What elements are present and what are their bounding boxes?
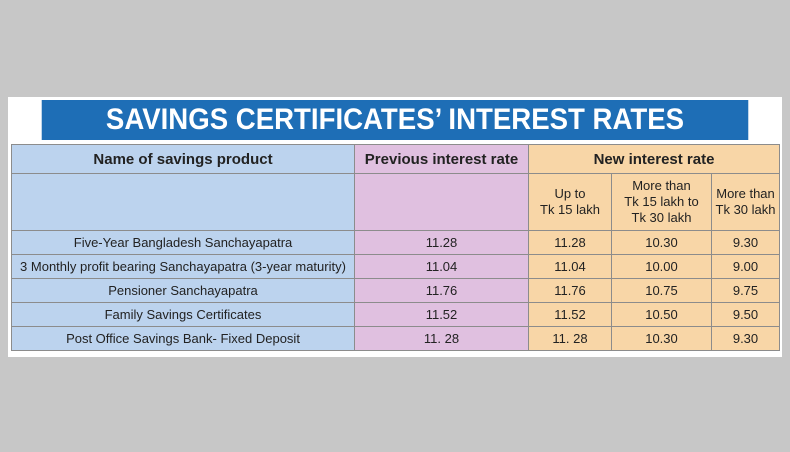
row-up-to-15: 11. 28	[528, 326, 612, 351]
rates-card: SAVINGS CERTIFICATES’ INTEREST RATES Nam…	[8, 97, 782, 357]
row-previous: 11. 28	[354, 326, 529, 351]
row-15-to-30: 10.50	[611, 302, 712, 327]
subheader-up-to-15: Up to Tk 15 lakh	[528, 173, 612, 231]
row-15-to-30: 10.30	[611, 326, 712, 351]
subheader-name-blank	[11, 173, 355, 231]
table-title: SAVINGS CERTIFICATES’ INTEREST RATES	[41, 100, 749, 140]
table-row: Pensioner Sanchayapatra 11.76 11.76 10.75 9.…	[11, 278, 781, 303]
row-name: Five-Year Bangladesh Sanchayapatra	[11, 230, 355, 255]
rates-table: Name of savings product Previous interes…	[11, 144, 781, 351]
row-over-30: 9.00	[710, 254, 781, 279]
row-15-to-30: 10.00	[611, 254, 712, 279]
table-row: 3 Monthly profit bearing Sanchayapatra (…	[11, 254, 781, 279]
rates-body: Five-Year Bangladesh Sanchayapatra 11.28 1…	[11, 230, 781, 351]
row-previous: 11.04	[354, 254, 529, 279]
subheader-previous-blank	[354, 173, 529, 231]
row-previous: 11.52	[354, 302, 529, 327]
table-row: Post Office Savings Bank- Fixed Deposit 1…	[11, 326, 781, 351]
row-name: Post Office Savings Bank- Fixed Deposit	[11, 326, 355, 351]
header-row: Name of savings product Previous interes…	[11, 144, 781, 174]
header-name: Name of savings product	[11, 144, 355, 174]
row-over-30: 9.50	[710, 302, 781, 327]
row-15-to-30: 10.30	[611, 230, 712, 255]
header-new: New interest rate	[527, 144, 781, 174]
row-15-to-30: 10.75	[611, 278, 712, 303]
row-over-30: 9.30	[710, 230, 781, 255]
row-name: 3 Monthly profit bearing Sanchayapatra (…	[11, 254, 355, 279]
row-name: Family Savings Certificates	[11, 302, 355, 327]
table-row: Five-Year Bangladesh Sanchayapatra 11.28 1…	[11, 230, 781, 255]
row-up-to-15: 11.52	[528, 302, 612, 327]
row-previous: 11.76	[354, 278, 529, 303]
row-up-to-15: 11.28	[528, 230, 612, 255]
row-over-30: 9.75	[710, 278, 781, 303]
subheader-over-30: More than Tk 30 lakh	[710, 173, 781, 231]
row-up-to-15: 11.04	[528, 254, 612, 279]
table-row: Family Savings Certificates 11.52 11.52 10.…	[11, 302, 781, 327]
subheader-15-to-30: More than Tk 15 lakh to Tk 30 lakh	[611, 173, 712, 231]
row-over-30: 9.30	[710, 326, 781, 351]
subheader-row: Up to Tk 15 lakh More than Tk 15 lakh to Tk…	[11, 173, 781, 231]
row-up-to-15: 11.76	[528, 278, 612, 303]
row-name: Pensioner Sanchayapatra	[11, 278, 355, 303]
row-previous: 11.28	[354, 230, 529, 255]
header-previous: Previous interest rate	[354, 144, 529, 174]
